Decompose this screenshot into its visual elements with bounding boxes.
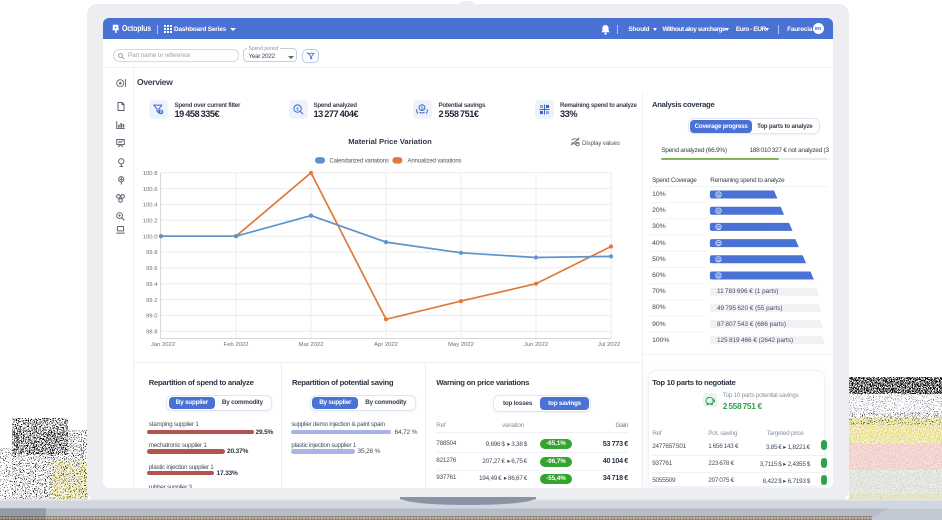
svg-text:Jun 2022: Jun 2022 bbox=[524, 342, 548, 348]
svg-text:Jan 2022: Jan 2022 bbox=[151, 342, 175, 348]
svg-text:100.6: 100.6 bbox=[143, 187, 158, 193]
svg-text:99.2: 99.2 bbox=[146, 298, 157, 304]
svg-text:98.8: 98.8 bbox=[146, 329, 158, 335]
svg-text:100.2: 100.2 bbox=[143, 219, 158, 225]
svg-text:Mar 2022: Mar 2022 bbox=[299, 342, 324, 348]
svg-text:100.4: 100.4 bbox=[143, 203, 158, 209]
svg-text:99.6: 99.6 bbox=[146, 266, 158, 272]
svg-text:Apr 2022: Apr 2022 bbox=[374, 342, 398, 348]
svg-text:100.0: 100.0 bbox=[143, 234, 158, 240]
svg-text:100.8: 100.8 bbox=[143, 171, 158, 177]
svg-text:99.8: 99.8 bbox=[146, 250, 158, 256]
svg-text:$: $ bbox=[160, 109, 163, 114]
svg-text:Feb 2022: Feb 2022 bbox=[224, 342, 249, 348]
svg-text:Material Price Variation: Material Price Variation bbox=[348, 137, 432, 146]
svg-text:$: $ bbox=[421, 105, 424, 110]
svg-text:Display values: Display values bbox=[582, 140, 620, 147]
svg-text:Calendarized variations: Calendarized variations bbox=[330, 159, 389, 165]
svg-text:99.4: 99.4 bbox=[146, 282, 158, 288]
svg-text:99.0: 99.0 bbox=[146, 314, 158, 320]
svg-text:Annualized variations: Annualized variations bbox=[408, 159, 462, 165]
svg-text:May 2022: May 2022 bbox=[448, 342, 474, 348]
svg-text:$: $ bbox=[296, 106, 299, 112]
svg-text:Jul 2022: Jul 2022 bbox=[598, 342, 620, 348]
